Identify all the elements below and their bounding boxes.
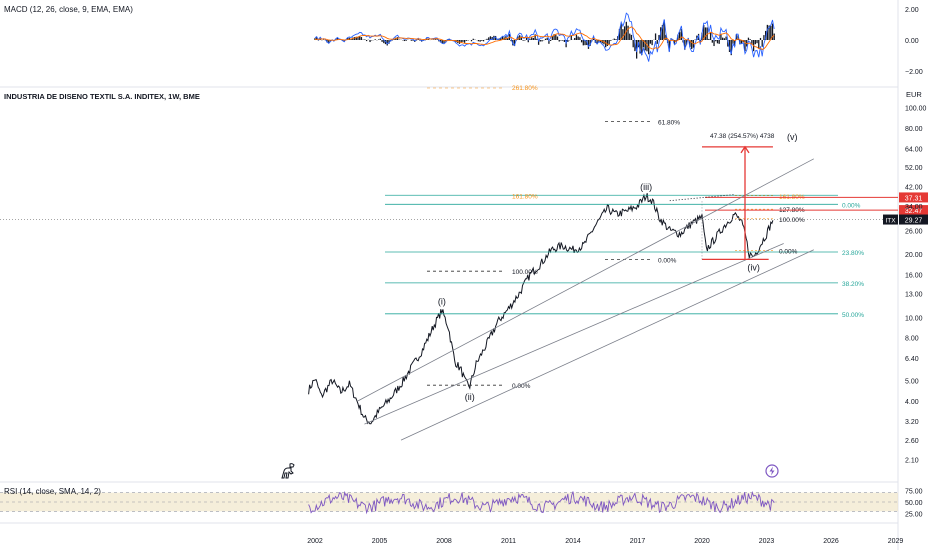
price-series-line [308,193,774,425]
y-tick-label: 34.00 [905,204,923,211]
y-tick-label: 5.00 [905,379,919,386]
price-tag [899,214,928,225]
fib-small-label: 127.80% [779,207,805,214]
fib-retracement-label: 23.80% [842,250,864,257]
rsi-line [308,490,775,515]
rsi-title: RSI (14, close, SMA, 14, 2) [4,487,101,496]
fib-retracement-label: 50.00% [842,312,864,319]
y-tick-label: 2.60 [905,438,919,445]
price-tag-label: 29.27 [905,218,923,225]
fib-ext-label: 161.80% [512,193,538,200]
y-tick-label: 2.10 [905,458,919,465]
y-tick-label: 4.00 [905,399,919,406]
price-tag-label: 32.47 [905,208,923,215]
dinosaur-icon[interactable] [280,462,296,480]
channel-line [357,158,814,402]
x-tick-label: 2023 [759,538,775,545]
price-tag [899,192,928,203]
fib-ext-label: 0.00% [512,383,531,390]
fib-ext2-label: 0.00% [658,257,677,264]
y-tick-label: 20.00 [905,252,923,259]
grid [0,0,899,550]
x-tick-label: 2011 [501,538,516,545]
price-tag [899,205,928,216]
wave-label: (i) [438,296,446,306]
y-tick-label: 42.00 [905,185,923,192]
y-tick-label: 10.00 [905,315,923,322]
x-tick-label: 2002 [307,538,323,545]
y-tick-label: 64.00 [905,146,923,153]
wave-label: (iii) [640,182,652,192]
fib-small-label: 100.00% [779,217,805,224]
channel-line [400,249,814,441]
fib-ext-label: 100.00% [512,269,538,276]
y-tick-label: 6.40 [905,356,919,363]
macd-tick: 0.00 [905,38,919,45]
fib-ext2-label: 61.80% [658,119,680,126]
fib-small-label: 0.00% [779,249,798,256]
y-tick-label: 3.20 [905,419,919,426]
x-tick-label: 2005 [372,538,388,545]
wave-label: (v) [787,132,798,142]
y-tick-label: 8.00 [905,336,919,343]
rsi-pane [0,490,898,515]
macd-line [314,12,775,62]
macd-tick: −2.00 [905,69,923,76]
macd-pane [314,12,775,62]
axes: 37.31 32.47 29.27 ITX 2.00 0.00 −2.00 75.00 50.0… [307,7,928,545]
wave-label: (iv) [747,263,760,273]
ticker-tag-label: ITX [885,218,896,225]
y-tick-label: 100.00 [905,106,927,113]
x-tick-label: 2014 [565,538,581,545]
symbol-title: INDUSTRIA DE DISENO TEXTIL S.A. INDITEX,… [4,92,200,101]
fib-retracement-label: 38.20% [842,281,864,288]
x-tick-label: 2020 [694,538,710,545]
rsi-tick: 50.00 [905,500,923,507]
x-tick-label: 2029 [888,538,904,545]
price-tag-label: 37.31 [905,195,923,202]
fib-ext-label: 261.80% [512,85,538,92]
currency-label: EUR [906,90,922,99]
y-tick-label: 52.00 [905,165,923,172]
rsi-tick: 75.00 [905,488,923,495]
lightning-icon[interactable] [765,464,779,478]
channel-line [364,243,784,425]
price-pane: 0.00% 100.00% 161.80% 261.80% 0.00% 61.80% 0.0… [0,85,898,441]
x-tick-label: 2008 [436,538,452,545]
signal-line [314,26,775,51]
macd-title: MACD (12, 26, close, 9, EMA, EMA) [4,5,133,14]
macd-tick: 2.00 [905,7,919,14]
y-tick-label: 26.00 [905,228,923,235]
wave-label: (ii) [465,392,475,402]
y-tick-label: 16.00 [905,273,923,280]
fib-retracement-label: 0.00% [842,202,861,209]
y-tick-label: 80.00 [905,126,923,133]
y-tick-label: 13.00 [905,291,923,298]
target-label: 47.38 (254.57%) 4738 [710,133,775,140]
x-tick-label: 2026 [823,538,839,545]
rsi-tick: 25.00 [905,512,923,519]
x-tick-label: 2017 [630,538,646,545]
ticker-tag [883,214,898,225]
rsi-band [0,492,898,512]
